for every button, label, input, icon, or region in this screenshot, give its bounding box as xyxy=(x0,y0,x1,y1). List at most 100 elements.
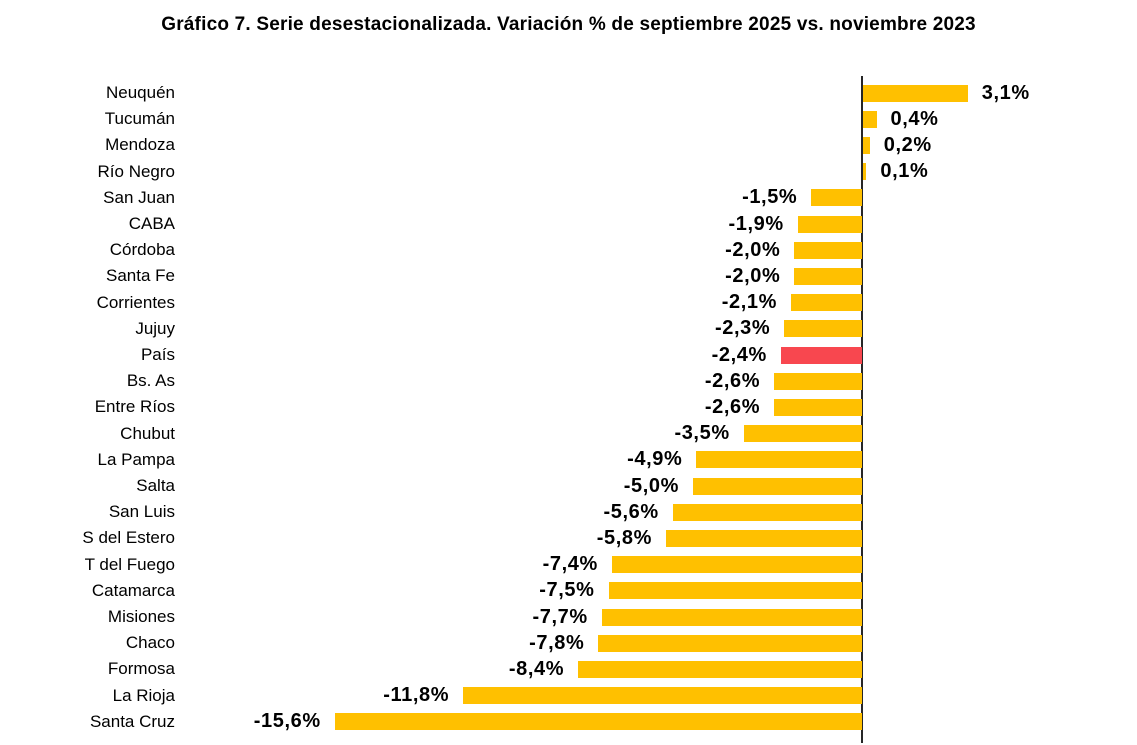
value-label: -2,4% xyxy=(711,343,767,366)
bar xyxy=(601,608,862,626)
category-label: Misiones xyxy=(107,607,175,627)
value-label: -7,8% xyxy=(529,631,585,654)
value-label: 0,2% xyxy=(883,133,932,156)
category-label: Chaco xyxy=(125,633,175,653)
highlight-bar xyxy=(780,346,862,364)
value-label: -5,8% xyxy=(596,526,652,549)
bar-row: Santa Fe -2,0% xyxy=(0,263,1137,289)
category-label: La Pampa xyxy=(97,449,176,469)
bar-row: Catamarca -7,5% xyxy=(0,578,1137,604)
bar-row: CABA -1,9% xyxy=(0,211,1137,237)
bar-row: Chaco -7,8% xyxy=(0,630,1137,656)
bar-row: Formosa -8,4% xyxy=(0,656,1137,682)
bar xyxy=(794,241,862,259)
bar-row: Mendoza 0,2% xyxy=(0,132,1137,158)
category-label: San Juan xyxy=(103,187,175,207)
value-label: -15,6% xyxy=(253,710,321,733)
bar-row: Chubut -3,5% xyxy=(0,421,1137,447)
bar xyxy=(672,503,862,521)
bar xyxy=(334,713,862,731)
category-label: Tucumán xyxy=(104,109,175,129)
bar xyxy=(608,582,862,600)
bar xyxy=(863,84,968,102)
bar xyxy=(665,529,862,547)
category-label: Córdoba xyxy=(109,240,175,260)
category-label: Salta xyxy=(136,476,175,496)
bar-row: País -2,4% xyxy=(0,342,1137,368)
category-label: San Luis xyxy=(108,502,175,522)
category-label: Santa Fe xyxy=(106,266,175,286)
value-label: -2,6% xyxy=(704,395,761,418)
category-label: País xyxy=(140,345,175,365)
category-label: Entre Ríos xyxy=(94,397,175,417)
bar-row: Río Negro 0,1% xyxy=(0,159,1137,185)
bar-row: T del Fuego -7,4% xyxy=(0,552,1137,578)
bar xyxy=(863,136,870,154)
category-label: Catamarca xyxy=(91,580,175,600)
bar-row: Entre Ríos -2,6% xyxy=(0,394,1137,420)
bar-row: Corrientes -2,1% xyxy=(0,290,1137,316)
category-label: CABA xyxy=(128,214,175,234)
bar-row: Jujuy -2,3% xyxy=(0,316,1137,342)
bar xyxy=(774,372,862,390)
value-label: -2,6% xyxy=(704,369,761,392)
value-label: -2,0% xyxy=(725,238,781,261)
bar xyxy=(797,215,862,233)
bar-row: Bs. As -2,6% xyxy=(0,368,1137,394)
category-label: Neuquén xyxy=(105,83,175,103)
bar-row: La Pampa -4,9% xyxy=(0,447,1137,473)
zero-axis-line xyxy=(861,76,863,743)
bar xyxy=(696,451,862,469)
bar xyxy=(743,425,862,443)
bar xyxy=(693,477,862,495)
value-label: -7,7% xyxy=(532,605,588,628)
value-label: -5,0% xyxy=(623,474,679,497)
bar xyxy=(598,634,862,652)
value-label: -3,5% xyxy=(674,422,730,445)
category-label: Río Negro xyxy=(97,161,175,181)
category-label: Corrientes xyxy=(96,292,175,312)
bar-row: Córdoba -2,0% xyxy=(0,237,1137,263)
bar xyxy=(774,398,862,416)
value-label: -2,3% xyxy=(715,317,771,340)
category-label: Formosa xyxy=(107,659,175,679)
bar-row: Salta -5,0% xyxy=(0,473,1137,499)
category-label: La Rioja xyxy=(112,685,175,705)
value-label: -2,1% xyxy=(721,291,778,314)
chart-title: Gráfico 7. Serie desestacionalizada. Var… xyxy=(161,14,976,35)
bar-row: San Juan -1,5% xyxy=(0,185,1137,211)
value-label: -8,4% xyxy=(508,657,565,680)
value-label: -7,5% xyxy=(539,579,595,602)
value-label: -2,0% xyxy=(725,264,781,287)
bar xyxy=(463,687,862,705)
bar-row: Misiones -7,7% xyxy=(0,604,1137,630)
category-label: Bs. As xyxy=(126,371,175,391)
category-label: Mendoza xyxy=(105,135,175,155)
bar xyxy=(794,267,862,285)
bar xyxy=(611,556,862,574)
bar-row: La Rioja -11,8% xyxy=(0,683,1137,709)
value-label: -4,9% xyxy=(627,448,683,471)
value-label: -1,5% xyxy=(742,186,798,209)
bar-row: S del Estero -5,8% xyxy=(0,525,1137,551)
bar xyxy=(863,163,867,181)
bar xyxy=(578,660,862,678)
bar xyxy=(863,110,877,128)
category-label: Chubut xyxy=(120,423,175,443)
category-label: S del Estero xyxy=(82,528,175,548)
bar-row: San Luis -5,6% xyxy=(0,499,1137,525)
category-label: Santa Cruz xyxy=(89,711,175,731)
value-label: -11,8% xyxy=(383,684,450,707)
bar-row: Santa Cruz -15,6% xyxy=(0,709,1137,735)
value-label: 0,1% xyxy=(880,160,929,183)
value-label: -1,9% xyxy=(728,212,784,235)
value-label: -7,4% xyxy=(542,553,598,576)
bar xyxy=(791,294,862,312)
bar xyxy=(811,189,862,207)
category-label: T del Fuego xyxy=(84,554,175,574)
bar-row: Neuquén 3,1% xyxy=(0,80,1137,106)
bar-row: Tucumán 0,4% xyxy=(0,106,1137,132)
value-label: 3,1% xyxy=(981,81,1030,104)
